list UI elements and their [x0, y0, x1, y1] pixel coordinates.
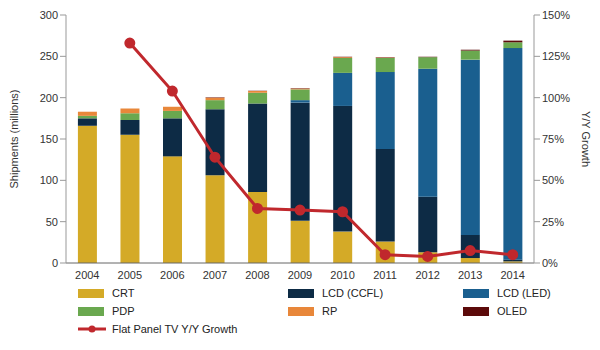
svg-text:2005: 2005 — [118, 269, 142, 281]
html-text:RP: RP — [322, 305, 338, 317]
svg-text:Shipments (millions): Shipments (millions) — [8, 89, 20, 188]
svg-text:2007: 2007 — [203, 269, 227, 281]
html-text:LCD (LED): LCD (LED) — [497, 287, 551, 299]
svg-text:125%: 125% — [542, 50, 570, 62]
html-text:PDP: PDP — [112, 305, 135, 317]
svg-text:100%: 100% — [542, 92, 570, 104]
svg-text:2004: 2004 — [75, 269, 99, 281]
svg-text:300: 300 — [40, 9, 58, 21]
svg-text:250: 250 — [40, 50, 58, 62]
html-text:Flat Panel TV Y/Y Growth: Flat Panel TV Y/Y Growth — [112, 323, 238, 335]
html-text:OLED: OLED — [497, 305, 527, 317]
svg-text:50: 50 — [46, 216, 58, 228]
svg-text:100: 100 — [40, 174, 58, 186]
svg-text:0: 0 — [52, 257, 58, 269]
svg-text:150: 150 — [40, 133, 58, 145]
svg-text:2009: 2009 — [288, 269, 312, 281]
svg-text:0%: 0% — [542, 257, 558, 269]
svg-text:2014: 2014 — [500, 269, 524, 281]
svg-text:75%: 75% — [542, 133, 564, 145]
svg-text:25%: 25% — [542, 216, 564, 228]
svg-text:50%: 50% — [542, 174, 564, 186]
svg-text:2013: 2013 — [458, 269, 482, 281]
svg-text:200: 200 — [40, 92, 58, 104]
svg-text:2012: 2012 — [415, 269, 439, 281]
svg-text:2008: 2008 — [245, 269, 269, 281]
svg-text:2006: 2006 — [160, 269, 184, 281]
svg-text:2010: 2010 — [330, 269, 354, 281]
html-text:CRT: CRT — [112, 287, 135, 299]
svg-text:150%: 150% — [542, 9, 570, 21]
svg-text:Y/Y Growth: Y/Y Growth — [580, 111, 592, 167]
svg-text:2011: 2011 — [373, 269, 397, 281]
html-text:LCD (CCFL): LCD (CCFL) — [322, 287, 384, 299]
